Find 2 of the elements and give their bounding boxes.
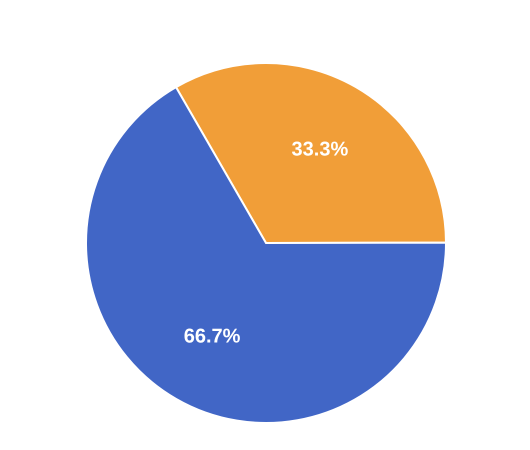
data-label: 33.3% <box>292 138 348 160</box>
data-label: 66.7% <box>184 326 241 348</box>
